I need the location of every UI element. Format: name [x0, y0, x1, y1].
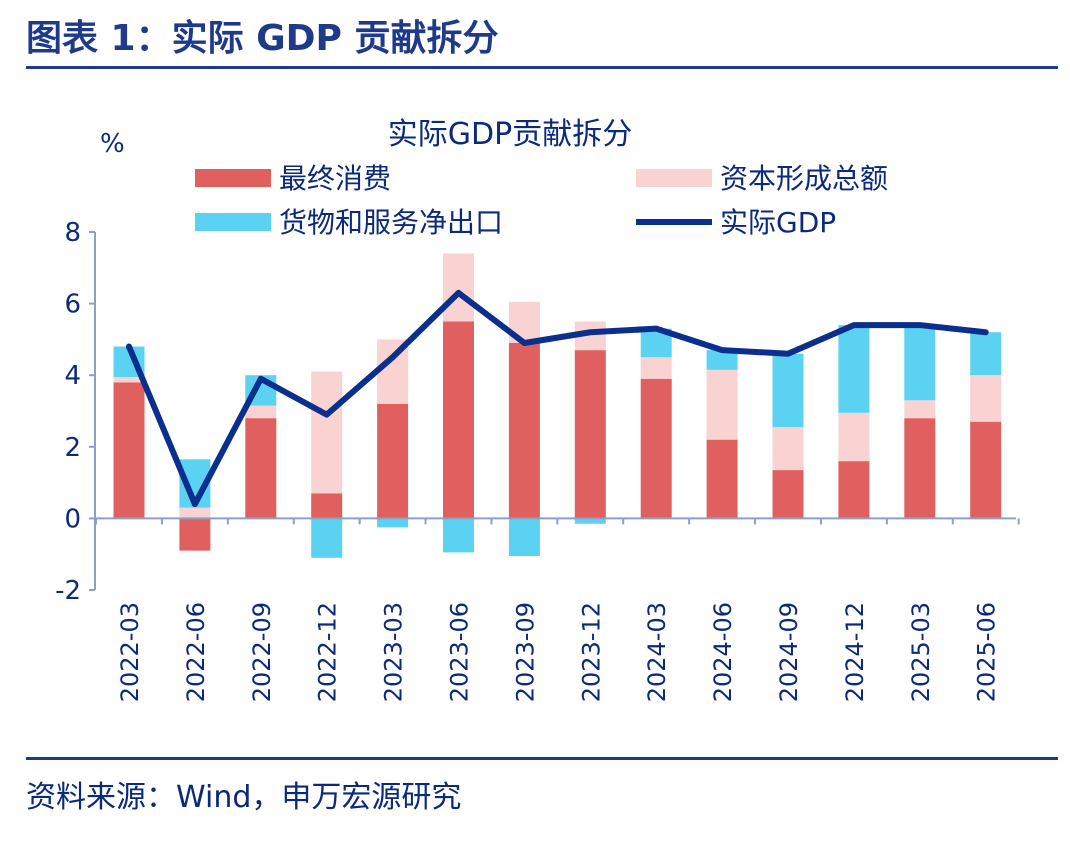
y-tick-label: 2 — [64, 433, 81, 463]
x-tick-label: 2024-12 — [841, 602, 869, 702]
bar-3-2023-03 — [377, 518, 409, 528]
bar-2-2022-06 — [179, 507, 211, 519]
bar-1-2024-03 — [640, 378, 672, 519]
axes — [89, 231, 1020, 591]
y-tick-label: -2 — [55, 576, 81, 606]
bar-1-2022-03 — [113, 382, 145, 519]
legend-swatch-1 — [195, 169, 271, 187]
x-tick-label: 2023-12 — [577, 602, 605, 702]
x-tick-label: 2023-03 — [380, 602, 408, 702]
bar-3-2024-06 — [706, 350, 738, 370]
bar-1-2023-06 — [443, 321, 474, 519]
bar-1-2025-03 — [904, 418, 936, 519]
bar-2-2024-06 — [706, 369, 738, 440]
x-tick-label: 2022-03 — [116, 602, 144, 702]
y-tick-label: 6 — [64, 290, 81, 320]
bar-1-2024-12 — [838, 461, 870, 519]
bar-2-2025-03 — [904, 400, 936, 419]
tick-labels: -2 0 2 4 6 8 2022-03 2022-06 2022-09 2022-12 2023-… — [55, 218, 1001, 702]
x-tick-label: 2022-12 — [314, 602, 342, 702]
bar-3-2025-03 — [904, 325, 936, 401]
bar-1-2022-06 — [179, 518, 211, 551]
legend-label-2: 资本形成总额 — [720, 162, 888, 195]
x-tick-label: 2025-06 — [973, 602, 1001, 702]
source-divider — [26, 757, 1058, 760]
x-tick-label: 2023-09 — [511, 602, 539, 702]
x-tick-label: 2024-03 — [643, 602, 671, 702]
bar-1-2025-06 — [970, 421, 1002, 519]
y-tick-label: 4 — [64, 361, 81, 391]
bar-1-2024-06 — [706, 439, 738, 519]
x-tick-label: 2024-09 — [775, 602, 803, 702]
gdp-line — [126, 289, 989, 508]
bar-2-2024-03 — [640, 357, 672, 379]
bar-2-2022-03 — [113, 376, 145, 383]
bar-2-2024-12 — [838, 412, 870, 462]
legend-swatch-2 — [636, 169, 712, 187]
bar-1-2022-09 — [245, 418, 277, 519]
legend-label-1: 最终消费 — [279, 162, 391, 195]
bar-2-2022-09 — [245, 405, 277, 419]
bar-3-2024-12 — [838, 325, 870, 413]
bar-2-2023-06 — [443, 253, 474, 322]
chart-title: 实际GDP贡献拆分 — [388, 117, 632, 152]
title-divider — [26, 66, 1058, 69]
legend-swatch-3 — [195, 213, 271, 231]
bar-1-2024-09 — [772, 470, 804, 519]
bar-3-2022-12 — [311, 518, 343, 558]
x-tick-label: 2025-03 — [907, 602, 935, 702]
bar-3-2025-06 — [970, 332, 1002, 376]
bar-2-2025-06 — [970, 375, 1002, 422]
x-tick-label: 2023-06 — [446, 602, 474, 702]
y-tick-label: 0 — [64, 504, 81, 534]
y-unit-label: % — [100, 129, 125, 159]
x-tick-label: 2022-06 — [182, 602, 210, 702]
source-note: 资料来源：Wind，申万宏源研究 — [26, 780, 462, 815]
bar-1-2023-12 — [574, 350, 606, 519]
bar-1-2023-03 — [377, 403, 409, 519]
bar-3-2023-12 — [574, 518, 606, 524]
x-tick-label: 2022-09 — [248, 602, 276, 702]
legend-label-4: 实际GDP — [720, 206, 836, 239]
figure-title: 图表 1：实际 GDP 贡献拆分 — [26, 18, 499, 59]
x-tick-label: 2024-06 — [709, 602, 737, 702]
bar-1-2022-12 — [311, 493, 343, 519]
bar-3-2023-06 — [443, 518, 474, 553]
bar-3-2023-09 — [508, 518, 540, 556]
bar-2-2022-12 — [311, 371, 343, 494]
gdp-line-layer — [126, 289, 989, 508]
bar-2-2024-09 — [772, 427, 804, 471]
bar-1-2023-09 — [508, 342, 540, 519]
y-tick-label: 8 — [64, 218, 81, 248]
bar-3-2024-09 — [772, 353, 804, 428]
legend-label-3: 货物和服务净出口 — [279, 206, 503, 239]
